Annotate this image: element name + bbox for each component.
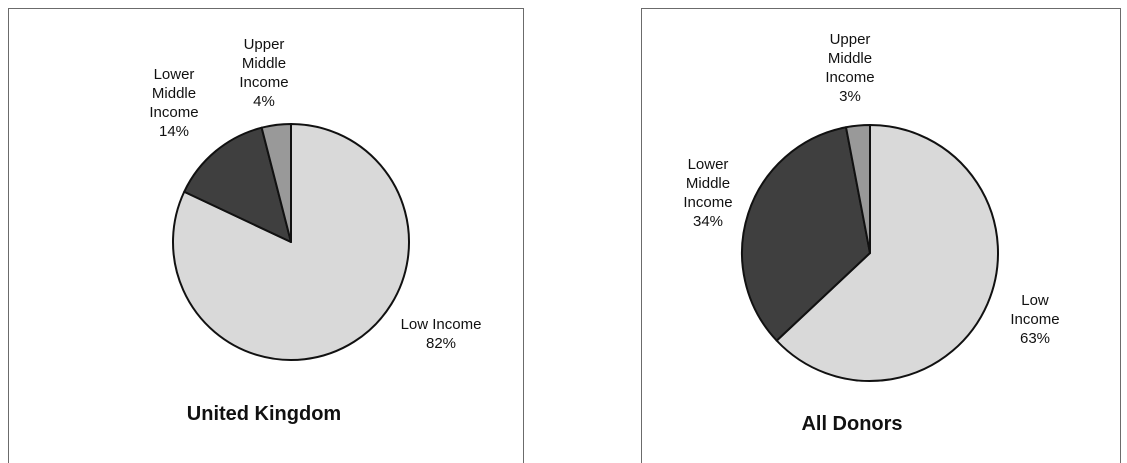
chart-panel-united-kingdom: Low Income 82% Lower Middle Income 14% Upper Mi… bbox=[8, 8, 524, 463]
pie-chart-all-donors: Low Income 63% Lower Middle Income 34% Upper Mid… bbox=[683, 31, 1059, 435]
slice-label-lower-middle-income: Lower Middle Income 14% bbox=[149, 66, 198, 140]
chart-title: United Kingdom bbox=[187, 403, 341, 425]
pie-slice-upper-middle-income bbox=[845, 124, 871, 254]
pie-chart-united-kingdom: Low Income 82% Lower Middle Income 14% Upper Mi… bbox=[149, 36, 482, 425]
pie-slice-upper-middle-income bbox=[260, 123, 292, 243]
slice-label-upper-middle-income: Upper Middle Income 3% bbox=[825, 31, 874, 105]
slice-label-lower-middle-income: Lower Middle Income 34% bbox=[683, 156, 732, 230]
slice-label-low-income: Low Income 63% bbox=[1010, 292, 1059, 347]
pie-slice-lower-middle-income bbox=[183, 126, 292, 243]
pie-slice-low-income bbox=[172, 123, 410, 361]
slice-label-upper-middle-income: Upper Middle Income 4% bbox=[239, 36, 288, 110]
chart-panel-all-donors: Low Income 63% Lower Middle Income 34% Upper Mid… bbox=[641, 8, 1121, 463]
pie-slice-lower-middle-income bbox=[741, 126, 871, 342]
chart-title: All Donors bbox=[801, 413, 902, 435]
slice-label-low-income: Low Income 82% bbox=[401, 316, 482, 352]
pie-slice-low-income bbox=[775, 124, 999, 382]
